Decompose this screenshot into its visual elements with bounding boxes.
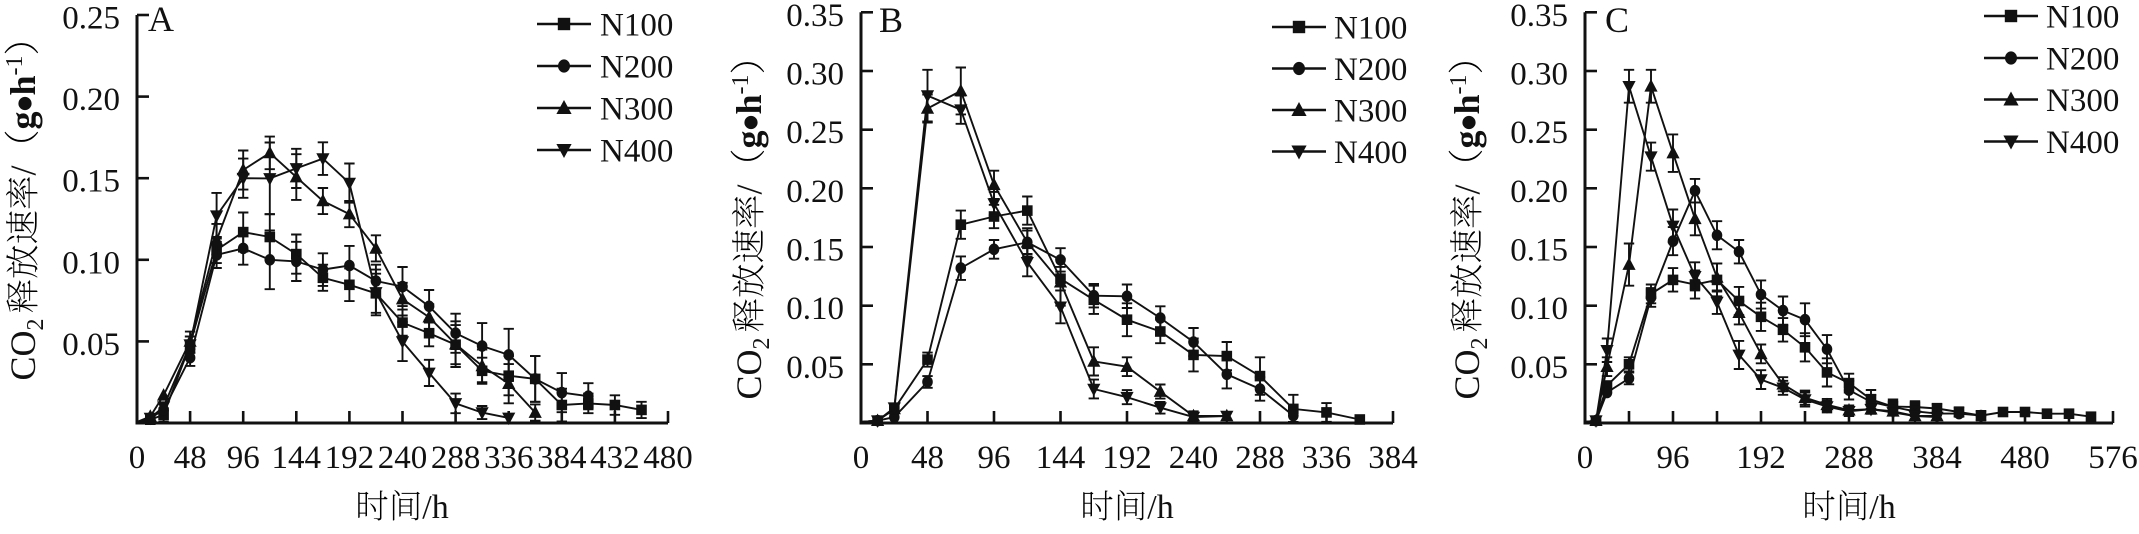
- svg-text:0: 0: [853, 440, 870, 476]
- svg-text:h: h: [3, 75, 43, 95]
- svg-text:0.20: 0.20: [1510, 174, 1568, 210]
- svg-text:0.10: 0.10: [786, 291, 844, 327]
- svg-text:0.05: 0.05: [1510, 350, 1568, 386]
- svg-text:2: 2: [1467, 338, 1493, 350]
- svg-text:C: C: [1605, 0, 1629, 40]
- svg-text:-1: -1: [1446, 75, 1472, 95]
- svg-text:0: 0: [1577, 440, 1594, 476]
- svg-text:336: 336: [1302, 440, 1352, 476]
- svg-text:-1: -1: [728, 75, 754, 95]
- svg-text:288: 288: [1824, 440, 1874, 476]
- svg-text:480: 480: [643, 440, 693, 476]
- svg-text:240: 240: [378, 440, 428, 476]
- svg-text:N200: N200: [2046, 42, 2119, 78]
- svg-text:CO: CO: [1447, 349, 1487, 399]
- svg-text:/: /: [1447, 184, 1487, 194]
- svg-text:0.30: 0.30: [786, 57, 844, 93]
- svg-text:0.15: 0.15: [1510, 233, 1568, 269]
- svg-text:CO: CO: [729, 349, 769, 399]
- svg-text:0.25: 0.25: [62, 1, 120, 37]
- svg-text:192: 192: [325, 440, 375, 476]
- svg-text:0: 0: [129, 440, 146, 476]
- svg-text:/h: /h: [1147, 489, 1173, 526]
- svg-text:96: 96: [978, 440, 1011, 476]
- svg-text:N400: N400: [1334, 135, 1407, 171]
- svg-text:384: 384: [537, 440, 587, 476]
- svg-text:N300: N300: [1334, 94, 1407, 130]
- svg-text:0.20: 0.20: [786, 174, 844, 210]
- svg-text:g: g: [3, 112, 43, 130]
- svg-text:h: h: [1447, 94, 1487, 114]
- svg-text:0.10: 0.10: [62, 245, 120, 281]
- svg-text:384: 384: [1912, 440, 1962, 476]
- svg-text:N400: N400: [2046, 125, 2119, 161]
- svg-text:N100: N100: [2046, 0, 2119, 36]
- svg-text:0.25: 0.25: [1510, 115, 1568, 151]
- svg-text:/: /: [729, 184, 769, 194]
- svg-text:0.25: 0.25: [786, 115, 844, 151]
- svg-text:N300: N300: [600, 92, 673, 128]
- svg-text:240: 240: [1169, 440, 1219, 476]
- svg-text:N100: N100: [1334, 11, 1407, 47]
- svg-text:N400: N400: [600, 134, 673, 170]
- svg-text:A: A: [148, 0, 174, 39]
- svg-text:N100: N100: [600, 8, 673, 44]
- svg-text:0.35: 0.35: [786, 0, 844, 34]
- svg-text:384: 384: [1368, 440, 1418, 476]
- svg-text:2: 2: [23, 319, 49, 331]
- svg-text:288: 288: [431, 440, 481, 476]
- svg-text:0.10: 0.10: [1510, 291, 1568, 327]
- svg-text:192: 192: [1736, 440, 1786, 476]
- svg-text:N300: N300: [2046, 83, 2119, 119]
- svg-text:288: 288: [1235, 440, 1285, 476]
- svg-text:0.20: 0.20: [62, 82, 120, 118]
- svg-text:h: h: [729, 94, 769, 114]
- svg-text:576: 576: [2088, 440, 2138, 476]
- svg-text:N200: N200: [1334, 52, 1407, 88]
- svg-text:B: B: [879, 0, 903, 40]
- svg-text:144: 144: [272, 440, 322, 476]
- svg-text:0.30: 0.30: [1510, 57, 1568, 93]
- svg-text:96: 96: [227, 440, 260, 476]
- svg-text:432: 432: [590, 440, 640, 476]
- svg-text:480: 480: [2000, 440, 2050, 476]
- svg-text:144: 144: [1036, 440, 1086, 476]
- svg-text:48: 48: [911, 440, 944, 476]
- svg-text:2: 2: [749, 338, 775, 350]
- svg-text:0.35: 0.35: [1510, 0, 1568, 34]
- svg-text:g: g: [729, 131, 769, 149]
- svg-text:0.15: 0.15: [62, 164, 120, 200]
- svg-text:/: /: [3, 165, 43, 175]
- svg-text:96: 96: [1657, 440, 1690, 476]
- svg-text:/h: /h: [1869, 489, 1895, 526]
- svg-text:0.05: 0.05: [62, 327, 120, 363]
- svg-text:192: 192: [1102, 440, 1152, 476]
- svg-text:g: g: [1447, 131, 1487, 149]
- svg-text:48: 48: [174, 440, 207, 476]
- svg-text:/h: /h: [422, 489, 448, 526]
- svg-text:-1: -1: [2, 56, 28, 76]
- svg-text:336: 336: [484, 440, 534, 476]
- svg-text:CO: CO: [3, 330, 43, 380]
- svg-text:0.15: 0.15: [786, 233, 844, 269]
- svg-text:N200: N200: [600, 50, 673, 86]
- svg-text:0.05: 0.05: [786, 350, 844, 386]
